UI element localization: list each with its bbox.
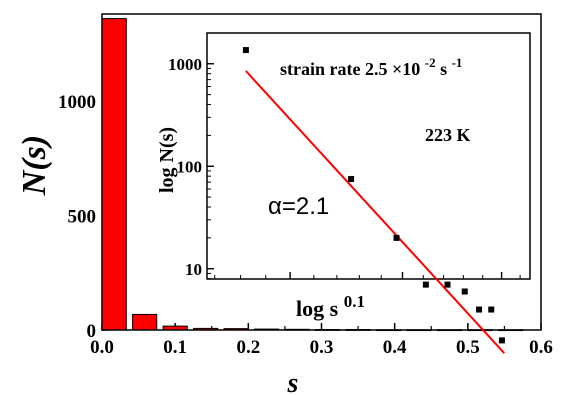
x-tick-label: 0.1 (163, 337, 187, 358)
inset-points (242, 47, 505, 344)
inset-y-tick-label: 100 (177, 157, 203, 176)
x-axis-label: s (287, 368, 299, 395)
data-point (422, 281, 429, 288)
strain-rate-unit: s (440, 59, 447, 79)
inset-axis-ticks (207, 63, 521, 280)
bar (132, 313, 158, 331)
main-plot-frame (101, 13, 542, 331)
alpha-annotation: α=2.1 (268, 193, 329, 220)
y-tick-label: 1000 (58, 92, 96, 113)
data-point (242, 47, 249, 54)
x-tick-label: 0.2 (236, 337, 260, 358)
inset-y-axis-label: log N(s) (156, 127, 178, 193)
inset-fit-line (245, 70, 506, 354)
bar (101, 18, 127, 331)
data-point (444, 281, 451, 288)
data-point (498, 337, 505, 344)
inset-y-tick-label: 10 (185, 260, 202, 279)
strain-rate-text: strain rate 2.5 ×10 (280, 59, 420, 79)
data-point (461, 288, 468, 295)
y-tick-label: 500 (68, 207, 97, 228)
data-point (476, 306, 483, 313)
x-tick-label: 0.6 (529, 337, 553, 358)
fit-line (245, 70, 506, 354)
strain-rate-annotation: strain rate 2.5 ×10 -2 s -1 (280, 51, 462, 79)
inset-x-axis-label: log s 0.1 (296, 292, 365, 321)
y-tick-label: 0 (87, 321, 97, 342)
main-tick-labels: 0.0 0.1 0.2 0.3 0.4 0.5 0.6 0 500 1000 (58, 92, 553, 358)
temperature-annotation: 223 K (425, 125, 471, 145)
inset-plot-frame (206, 32, 531, 280)
x-tick-label: 0.0 (90, 337, 114, 358)
inset-y-tick-label: 1000 (168, 55, 202, 74)
data-point (348, 176, 355, 183)
data-point (488, 306, 495, 313)
inset-x-axis-label-base: log s (296, 296, 339, 321)
x-tick-label: 0.3 (310, 337, 334, 358)
inset-x-axis-label-exponent: 0.1 (344, 292, 365, 311)
inset-tick-labels: 10 100 1000 (168, 55, 202, 279)
strain-rate-exponent: -2 (425, 55, 436, 70)
strain-rate-unit-exponent: -1 (452, 55, 463, 70)
y-axis-label: N(s) (16, 135, 53, 196)
x-tick-label: 0.5 (456, 337, 480, 358)
x-tick-label: 0.4 (383, 337, 407, 358)
data-point (393, 234, 400, 241)
